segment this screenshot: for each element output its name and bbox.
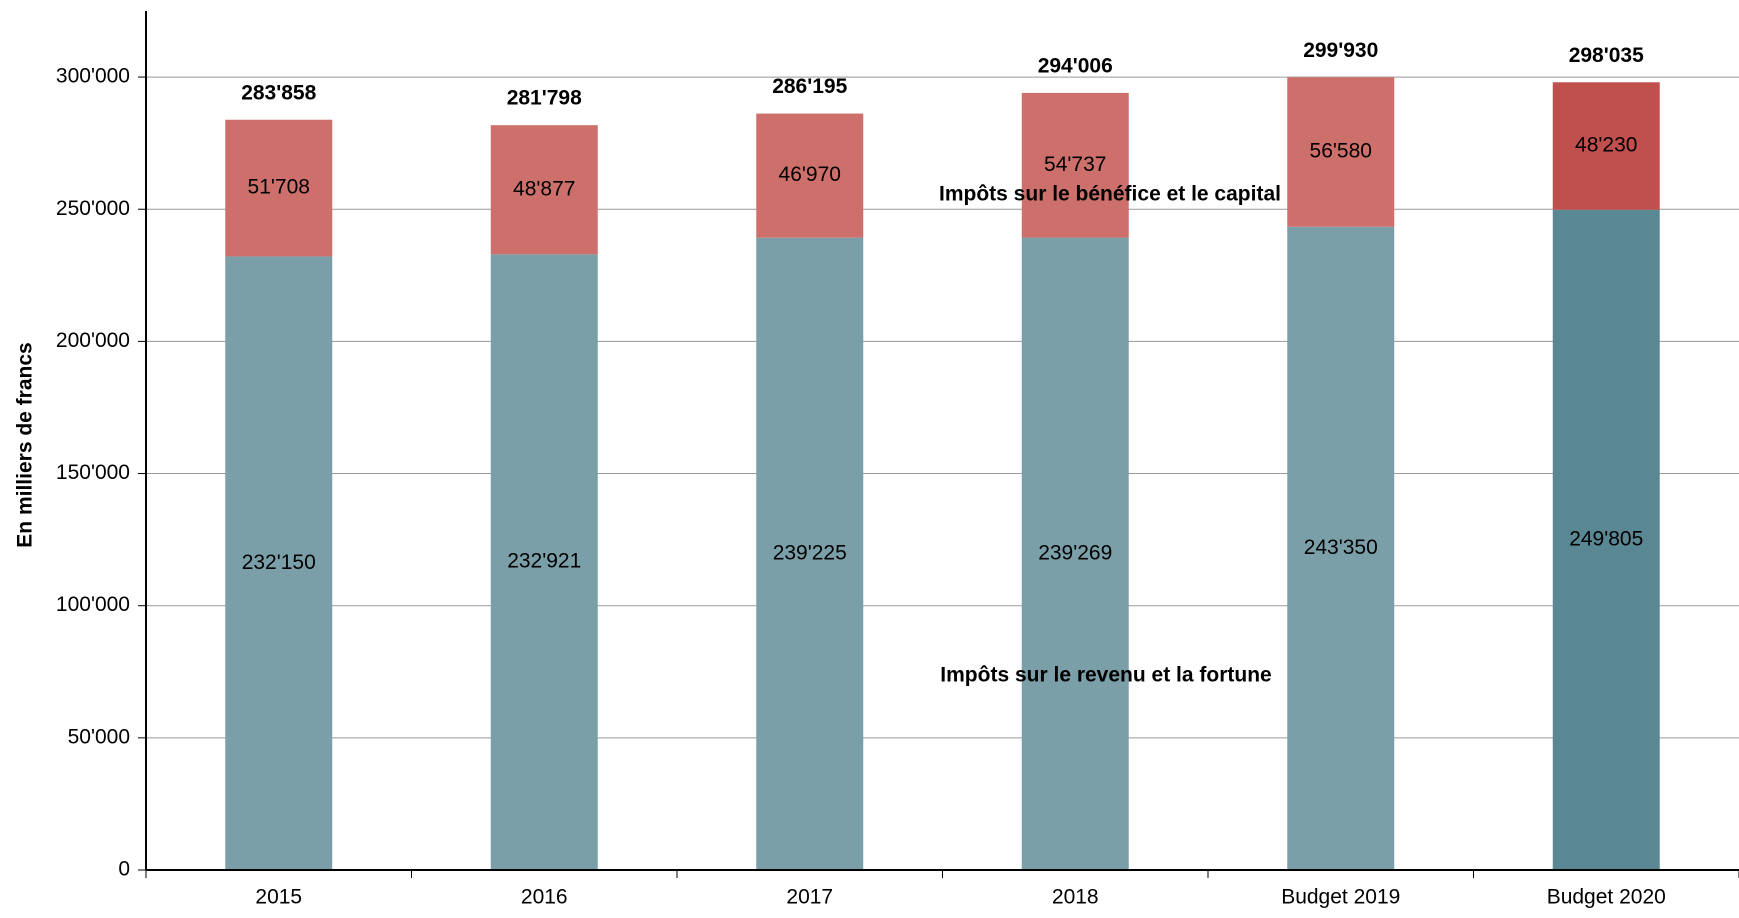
data-label: 54'737 — [1044, 153, 1106, 176]
data-label: 249'805 — [1569, 527, 1643, 550]
total-label: 283'858 — [241, 81, 316, 104]
data-label: 51'708 — [248, 176, 310, 199]
bar-segment — [1021, 92, 1129, 238]
y-axis-label: En milliers de francs — [14, 342, 37, 547]
data-label: 48'230 — [1575, 134, 1637, 157]
data-label: 243'350 — [1304, 536, 1378, 559]
x-tick-label: 2018 — [1052, 886, 1099, 909]
data-label: 232'150 — [242, 551, 316, 574]
y-tick-label: 300'000 — [56, 65, 130, 88]
data-label: 232'921 — [507, 550, 581, 573]
total-label: 298'035 — [1569, 44, 1644, 67]
total-label: 294'006 — [1038, 54, 1113, 77]
total-label: 281'798 — [507, 87, 582, 110]
y-tick-label: 200'000 — [56, 329, 130, 352]
data-label: 239'269 — [1038, 541, 1112, 564]
bar-segment — [756, 113, 864, 238]
bar-segment — [1552, 82, 1660, 210]
total-label: 286'195 — [772, 75, 847, 98]
x-tick-label: 2015 — [255, 886, 302, 909]
bar-segment — [1552, 209, 1660, 871]
bar-segment — [1287, 226, 1395, 870]
bar-segment — [225, 119, 333, 257]
y-tick-label: 100'000 — [56, 593, 130, 616]
bar-segment — [756, 237, 864, 870]
data-label: 56'580 — [1310, 140, 1372, 163]
x-tick-label: Budget 2020 — [1547, 886, 1666, 909]
y-tick-label: 250'000 — [56, 197, 130, 220]
y-tick-label: 50'000 — [68, 725, 130, 748]
y-tick-label: 0 — [118, 858, 130, 881]
x-tick-label: 2017 — [786, 886, 833, 909]
total-label: 299'930 — [1303, 39, 1378, 62]
x-tick-label: 2016 — [521, 886, 568, 909]
bar-segment — [1021, 237, 1129, 870]
data-label: 239'225 — [773, 541, 847, 564]
bar-segment — [225, 256, 333, 871]
bar-segment — [490, 254, 598, 870]
series-annotation: Impôts sur le bénéfice et le capital — [939, 183, 1281, 206]
bar-segment — [490, 125, 598, 255]
data-label: 48'877 — [513, 177, 575, 200]
y-tick-label: 150'000 — [56, 461, 130, 484]
x-tick-label: Budget 2019 — [1281, 886, 1400, 909]
data-label: 46'970 — [779, 163, 841, 186]
series-annotation: Impôts sur le revenu et la fortune — [940, 664, 1271, 687]
bar-segment — [1287, 77, 1395, 227]
